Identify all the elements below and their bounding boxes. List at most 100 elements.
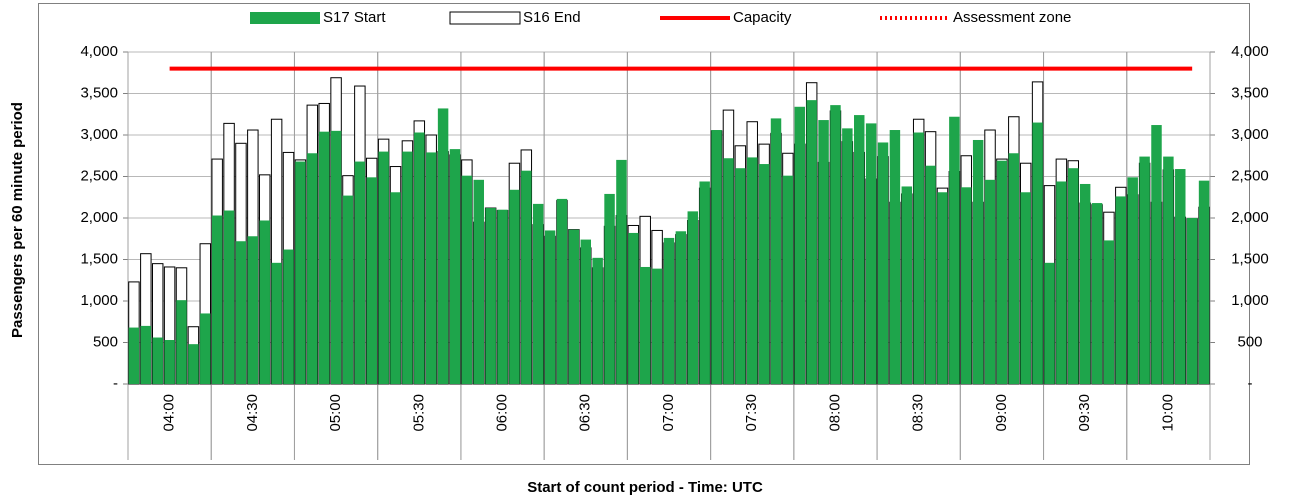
y2-tick-label: 1,500 (1231, 250, 1269, 267)
bar (295, 161, 306, 384)
bar (770, 118, 782, 385)
y-tick-label: 3,000 (80, 126, 118, 143)
bar (663, 237, 675, 384)
y2-tick-label: 3,000 (1231, 126, 1269, 143)
bar (687, 211, 699, 384)
bar (865, 123, 877, 384)
bar (1008, 153, 1020, 384)
legend-label: Capacity (733, 9, 792, 26)
bar (818, 120, 829, 384)
y-axis-title: Passengers per 60 minute period (9, 102, 26, 338)
bar (164, 340, 175, 384)
bar (794, 106, 806, 384)
bar (211, 215, 223, 384)
bar (521, 170, 532, 384)
x-tick-label: 09:30 (1076, 394, 1093, 432)
y2-tick-label: 4,000 (1231, 43, 1269, 60)
bar (699, 181, 710, 384)
x-tick-label: 10:00 (1159, 394, 1176, 432)
bar (854, 115, 865, 384)
bar (307, 153, 318, 384)
bar (200, 313, 211, 384)
bar (509, 189, 520, 384)
bar (937, 192, 948, 384)
bar (639, 266, 651, 384)
bar (1068, 168, 1079, 384)
bar (247, 236, 259, 384)
bar (1115, 196, 1127, 384)
bar (651, 268, 663, 384)
bar (628, 232, 639, 384)
bar (556, 198, 568, 384)
bar (152, 337, 163, 384)
bar (449, 149, 461, 384)
bar (437, 108, 449, 384)
x-tick-label: 04:30 (244, 394, 261, 432)
x-tick-label: 07:00 (660, 394, 677, 432)
bar (532, 203, 544, 384)
bar (972, 139, 984, 384)
y-tick-label: 1,000 (80, 292, 118, 309)
bar (889, 130, 901, 384)
bar (913, 132, 924, 384)
bar (425, 152, 437, 384)
bar (544, 230, 556, 384)
legend-swatch (250, 12, 320, 24)
bar (996, 160, 1008, 384)
y-tick-label: 500 (93, 333, 118, 350)
y2-tick-label: 2,500 (1231, 167, 1269, 184)
x-tick-label: 08:00 (826, 394, 843, 432)
bar (1032, 122, 1043, 385)
bar (592, 257, 603, 384)
y2-tick-label: 2,000 (1231, 209, 1269, 226)
x-tick-label: 07:30 (743, 394, 760, 432)
bar (188, 344, 199, 384)
bar (1163, 156, 1174, 384)
y2-tick-label: 3,500 (1231, 84, 1269, 101)
bar (271, 262, 282, 384)
bar (675, 231, 687, 384)
bar (318, 131, 330, 384)
bar (128, 327, 140, 384)
bar (176, 300, 187, 384)
bar (1020, 192, 1031, 384)
y-tick-label: 3,500 (80, 84, 118, 101)
x-tick-label: 05:00 (327, 394, 344, 432)
bar (782, 175, 794, 384)
bar (366, 177, 377, 384)
bar (949, 116, 960, 385)
bar (485, 208, 496, 384)
x-tick-label: 04:00 (161, 394, 178, 432)
bar (140, 325, 152, 384)
bar (283, 249, 294, 384)
bar (961, 187, 972, 384)
bar (1056, 181, 1067, 384)
y2-tick-label: - (1248, 375, 1253, 392)
bar (1139, 156, 1150, 384)
bar (1151, 125, 1162, 384)
bar (259, 220, 270, 384)
bar (806, 100, 817, 384)
x-tick-label: 09:00 (993, 394, 1010, 432)
y2-tick-label: 500 (1237, 333, 1262, 350)
bar (390, 192, 401, 384)
bar (925, 165, 936, 384)
bar (1044, 262, 1055, 384)
bar (342, 195, 354, 384)
bar (354, 161, 366, 384)
y-tick-label: 2,500 (80, 167, 118, 184)
bar (604, 193, 615, 384)
bar (568, 229, 580, 384)
bar (580, 239, 592, 384)
bar (901, 186, 913, 384)
bar (735, 168, 746, 384)
y-tick-label: 4,000 (80, 43, 118, 60)
x-tick-label: 06:30 (577, 394, 594, 432)
bar (723, 158, 734, 384)
bar (616, 159, 627, 384)
bar (414, 132, 425, 384)
bar (711, 130, 722, 384)
bar (1198, 180, 1210, 384)
bar (461, 175, 473, 384)
bar (758, 164, 770, 384)
